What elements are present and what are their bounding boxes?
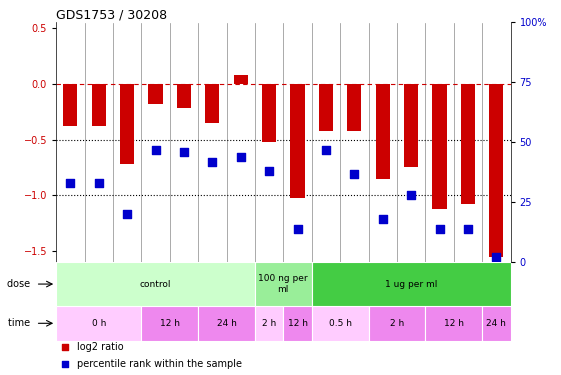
Text: 0 h: 0 h [91, 319, 106, 328]
Point [463, 226, 472, 232]
Bar [376, 84, 390, 178]
Text: dose: dose [7, 279, 34, 289]
Point [94, 180, 103, 186]
Bar [63, 84, 77, 126]
Text: 2 h: 2 h [262, 319, 276, 328]
Bar [255, 262, 312, 306]
Bar [283, 306, 312, 341]
Point [208, 159, 217, 165]
Bar [369, 306, 425, 341]
Bar [255, 306, 283, 341]
Text: 0.5 h: 0.5 h [329, 319, 352, 328]
Text: control: control [140, 279, 171, 289]
Point [61, 344, 70, 350]
Text: 24 h: 24 h [217, 319, 236, 328]
Bar [120, 84, 134, 164]
Bar [461, 84, 475, 204]
Point [407, 192, 416, 198]
Text: GDS1753 / 30208: GDS1753 / 30208 [56, 8, 167, 21]
Point [321, 147, 330, 153]
Bar [312, 306, 369, 341]
Point [350, 171, 359, 177]
Point [180, 149, 188, 155]
Bar [433, 84, 447, 209]
Bar [56, 306, 141, 341]
Bar [141, 306, 198, 341]
Point [435, 226, 444, 232]
Text: 100 ng per
ml: 100 ng per ml [259, 274, 308, 294]
Bar [312, 262, 511, 306]
Bar [198, 306, 255, 341]
Bar [205, 84, 219, 123]
Text: time: time [8, 318, 34, 328]
Bar [319, 84, 333, 130]
Point [293, 226, 302, 232]
Bar [489, 84, 503, 257]
Text: log2 ratio: log2 ratio [76, 342, 123, 352]
Bar [347, 84, 361, 130]
Point [378, 216, 387, 222]
Bar [177, 84, 191, 108]
Point [151, 147, 160, 153]
Bar [482, 306, 511, 341]
Bar [291, 84, 305, 198]
Bar [262, 84, 276, 142]
Text: 1 ug per ml: 1 ug per ml [385, 279, 437, 289]
Bar [425, 306, 482, 341]
Point [265, 168, 274, 174]
Bar [233, 75, 248, 84]
Text: 2 h: 2 h [390, 319, 404, 328]
Bar [91, 84, 106, 126]
Text: 12 h: 12 h [444, 319, 464, 328]
Point [123, 211, 132, 217]
Bar [149, 84, 163, 104]
Text: percentile rank within the sample: percentile rank within the sample [76, 358, 242, 369]
Point [492, 255, 501, 261]
Point [61, 361, 70, 367]
Text: 12 h: 12 h [160, 319, 180, 328]
Point [236, 154, 245, 160]
Text: 24 h: 24 h [486, 319, 506, 328]
Bar [404, 84, 418, 168]
Bar [56, 262, 255, 306]
Point [66, 180, 75, 186]
Text: 12 h: 12 h [287, 319, 307, 328]
